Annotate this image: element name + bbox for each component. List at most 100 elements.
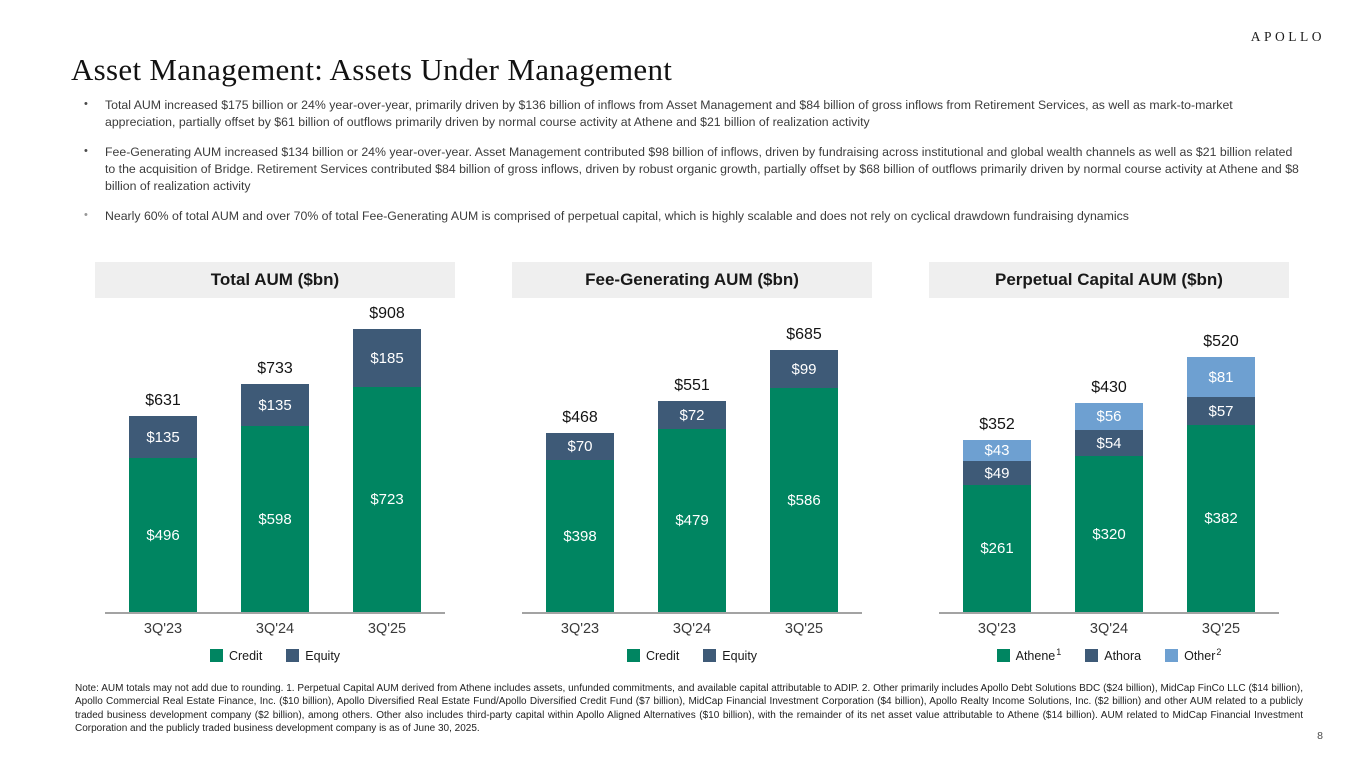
chart-panel-total-aum: Total AUM ($bn) $631 $135 $496 $733 $135 $598… xyxy=(95,262,455,663)
x-tick-label: 3Q'23 xyxy=(143,620,183,637)
chart-plot: $631 $135 $496 $733 $135 $598 $908 $185 $723 xyxy=(95,298,455,612)
bullet-item: • Nearly 60% of total AUM and over 70% o… xyxy=(72,208,1299,225)
bar-stack: $135 $496 xyxy=(129,416,197,612)
bar-column: $352 $43 $49 $261 xyxy=(941,416,1053,612)
legend-label: Athene1 xyxy=(1015,646,1062,663)
x-tick-label: 3Q'24 xyxy=(1089,620,1129,637)
chart-title-band: Perpetual Capital AUM ($bn) xyxy=(929,262,1289,298)
legend-item-athene: Athene1 xyxy=(996,646,1062,663)
bullet-text: Nearly 60% of total AUM and over 70% of … xyxy=(105,208,1129,223)
page-title: Asset Management: Assets Under Managemen… xyxy=(71,52,673,87)
bar-column: $468 $70 $398 xyxy=(524,409,636,612)
legend-swatch xyxy=(1165,649,1179,662)
legend-superscript: 2 xyxy=(1216,646,1222,657)
segment-value-label: $598 xyxy=(258,510,292,528)
segment-value-label: $320 xyxy=(1092,525,1126,543)
x-tick-label: 3Q'24 xyxy=(255,620,295,637)
segment-value-label: $72 xyxy=(679,406,705,424)
legend-item-credit: Credit xyxy=(626,649,679,663)
bar-total-label: $685 xyxy=(786,326,822,343)
bar-column: $733 $135 $598 xyxy=(219,360,331,612)
x-axis-line xyxy=(939,612,1279,614)
segment-value-label: $496 xyxy=(146,526,180,544)
x-tick-label: 3Q'25 xyxy=(784,620,824,637)
bar-column: $908 $185 $723 xyxy=(331,305,443,612)
legend-swatch xyxy=(1085,649,1099,662)
bar-segment-athene: $320 xyxy=(1075,456,1143,612)
bullet-list: • Total AUM increased $175 billion or 24… xyxy=(72,97,1299,225)
legend-label: Athora xyxy=(1104,648,1142,663)
segment-value-label: $185 xyxy=(370,349,404,367)
bar-segment-equity: $99 xyxy=(770,350,838,388)
chart-title: Perpetual Capital AUM ($bn) xyxy=(995,270,1223,289)
x-tick-label: 3Q'23 xyxy=(560,620,600,637)
segment-value-label: $57 xyxy=(1208,402,1234,420)
legend-swatch xyxy=(626,649,640,662)
segment-value-label: $54 xyxy=(1096,434,1122,452)
bullet-item: • Fee-Generating AUM increased $134 bill… xyxy=(72,144,1299,195)
chart-legend: Athene1 Athora Other2 xyxy=(929,646,1289,663)
x-tick-label: 3Q'24 xyxy=(672,620,712,637)
bar-segment-athora: $54 xyxy=(1075,430,1143,456)
segment-value-label: $99 xyxy=(791,360,817,378)
segment-value-label: $723 xyxy=(370,491,404,508)
legend-label: Credit xyxy=(228,648,263,663)
legend-label: Equity xyxy=(305,648,341,663)
bar-segment-credit: $398 xyxy=(546,460,614,612)
bullet-text: Total AUM increased $175 billion or 24% … xyxy=(105,98,1233,129)
bar-segment-athora: $57 xyxy=(1187,397,1255,425)
x-tick-label: 3Q'25 xyxy=(1201,620,1241,637)
bar-column: $685 $99 $586 xyxy=(748,326,860,612)
bullet-marker: • xyxy=(84,98,88,110)
bar-stack: $72 $479 xyxy=(658,401,726,612)
bar-stack: $185 $723 xyxy=(353,329,421,612)
bullet-item: • Total AUM increased $175 billion or 24… xyxy=(72,97,1299,131)
bar-stack: $135 $598 xyxy=(241,384,309,612)
segment-value-label: $49 xyxy=(984,464,1010,482)
legend-item-equity: Equity xyxy=(286,649,340,663)
bar-stack: $99 $586 xyxy=(770,350,838,612)
bar-stack: $70 $398 xyxy=(546,433,614,612)
bar-segment-credit: $479 xyxy=(658,429,726,612)
bullet-marker: • xyxy=(84,144,88,157)
bar-total-label: $520 xyxy=(1203,333,1239,350)
bar-segment-athora: $49 xyxy=(963,461,1031,485)
segment-value-label: $398 xyxy=(563,527,597,545)
bar-segment-other: $56 xyxy=(1075,403,1143,430)
bullet-text: Fee-Generating AUM increased $134 billio… xyxy=(105,144,1299,193)
bar-segment-equity: $72 xyxy=(658,401,726,429)
segment-value-label: $43 xyxy=(984,442,1010,459)
bar-segment-other: $81 xyxy=(1187,357,1255,397)
x-axis-line xyxy=(522,612,862,614)
chart-panel-perpetual-capital-aum: Perpetual Capital AUM ($bn) $352 $43 $49 $2… xyxy=(929,262,1289,663)
segment-value-label: $70 xyxy=(567,438,593,455)
legend-swatch xyxy=(996,649,1010,662)
bar-segment-athene: $261 xyxy=(963,485,1031,612)
chart-title-band: Total AUM ($bn) xyxy=(95,262,455,298)
bar-total-label: $733 xyxy=(257,360,293,377)
x-tick-label: 3Q'25 xyxy=(367,620,407,637)
x-axis-ticks: 3Q'23 3Q'24 3Q'25 xyxy=(95,621,455,637)
bar-stack: $81 $57 $382 xyxy=(1187,357,1255,612)
x-tick-label: 3Q'23 xyxy=(977,620,1017,637)
legend-label: Equity xyxy=(722,648,758,663)
x-axis-ticks: 3Q'23 3Q'24 3Q'25 xyxy=(512,621,872,637)
bar-column: $430 $56 $54 $320 xyxy=(1053,379,1165,612)
legend-label: Other2 xyxy=(1184,646,1222,663)
segment-value-label: $135 xyxy=(258,396,292,414)
segment-value-label: $479 xyxy=(675,512,709,529)
footnote: Note: AUM totals may not add due to roun… xyxy=(75,683,1303,734)
segment-value-label: $56 xyxy=(1096,408,1122,425)
charts-row: Total AUM ($bn) $631 $135 $496 $733 $135 $598… xyxy=(95,262,1289,663)
bar-segment-equity: $185 xyxy=(353,329,421,387)
legend-swatch xyxy=(209,649,223,662)
segment-value-label: $586 xyxy=(787,491,821,509)
bar-segment-athene: $382 xyxy=(1187,425,1255,612)
legend-item-equity: Equity xyxy=(703,649,757,663)
legend-swatch xyxy=(703,649,717,662)
bar-stack: $56 $54 $320 xyxy=(1075,403,1143,612)
legend-swatch xyxy=(286,649,300,662)
chart-plot: $468 $70 $398 $551 $72 $479 $685 $99 $586 xyxy=(512,298,872,612)
chart-title-band: Fee-Generating AUM ($bn) xyxy=(512,262,872,298)
